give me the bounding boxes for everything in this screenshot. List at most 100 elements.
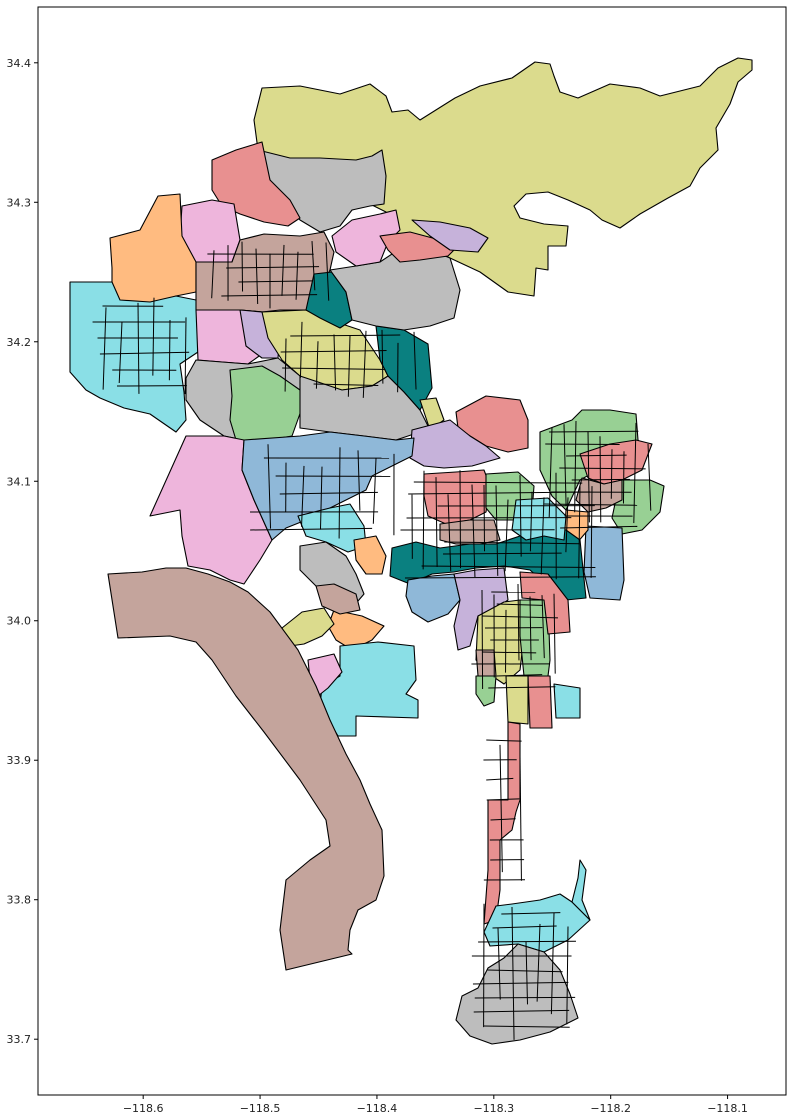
district-boundary [511, 907, 515, 1040]
district-boundaries [92, 241, 652, 1040]
district-boundary [504, 499, 509, 572]
region-hollywood-red [423, 469, 491, 525]
region-venice-brown [315, 583, 361, 615]
district-boundary [471, 484, 476, 578]
district-boundary [472, 981, 569, 985]
district-boundary [250, 527, 373, 531]
district-boundary [413, 481, 583, 484]
district-boundary [590, 486, 593, 578]
district-boundary [290, 334, 401, 337]
y-axis: 33.7 33.8 33.9 34.0 34.1 34.2 34.3 34.4 [7, 57, 38, 1046]
district-boundary [137, 302, 140, 394]
district-boundary [559, 467, 646, 470]
district-boundary [357, 450, 361, 511]
district-boundary [211, 250, 215, 299]
region-south-red [519, 571, 571, 635]
district-boundary [319, 466, 323, 530]
region-hills-purple [409, 419, 501, 469]
regions-layer [69, 57, 753, 1045]
district-boundary [540, 497, 545, 575]
y-tick-label: 33.7 [7, 1033, 32, 1046]
district-boundary [281, 244, 285, 296]
district-boundary [488, 686, 556, 689]
district-boundary [486, 777, 514, 781]
region-northeast-olive [419, 397, 445, 431]
region-northeast-purple [411, 219, 489, 253]
district-boundary [221, 294, 318, 297]
axes-frame [37, 6, 787, 1096]
district-boundary [574, 420, 577, 513]
region-northeast-gray [329, 245, 461, 331]
district-boundary [99, 351, 190, 355]
district-boundary [501, 912, 561, 915]
district-boundary [517, 583, 520, 661]
y-tick-label: 33.9 [7, 754, 32, 767]
region-westside-orange [353, 535, 387, 575]
district-boundary [362, 330, 367, 398]
district-boundary [496, 603, 543, 606]
x-tick-label: −118.6 [123, 1102, 164, 1115]
x-tick-label: −118.4 [357, 1102, 398, 1115]
region-harbor-cyan [483, 893, 591, 953]
region-south-brown [475, 649, 497, 677]
district-boundary [282, 367, 386, 370]
district-boundary [525, 941, 529, 1005]
district-boundary [443, 552, 562, 555]
region-east-brown [575, 477, 623, 513]
district-boundary [492, 925, 557, 929]
district-boundary [566, 926, 569, 1025]
district-boundary [549, 430, 639, 433]
region-far-east-green [611, 479, 665, 535]
region-watts-red [527, 675, 553, 729]
district-boundary [486, 798, 520, 801]
y-tick-label: 33.8 [7, 894, 32, 907]
district-boundary [279, 491, 378, 495]
district-boundary [544, 503, 638, 506]
x-tick-label: −118.2 [590, 1102, 631, 1115]
district-boundary [560, 525, 638, 529]
district-boundary [496, 674, 543, 677]
district-boundary [565, 497, 569, 553]
x-tick-label: −118.5 [240, 1102, 281, 1115]
y-tick-label: 34.1 [7, 475, 32, 488]
district-boundary [372, 458, 377, 524]
region-valley-green [229, 365, 303, 441]
district-boundary [487, 969, 563, 973]
district-boundary [578, 486, 581, 579]
district-boundary [413, 331, 417, 390]
district-boundary [284, 338, 287, 392]
district-boundary [553, 593, 556, 674]
district-boundary [486, 739, 522, 742]
district-boundary [610, 449, 613, 499]
district-boundary [473, 1009, 570, 1013]
district-boundary [481, 615, 558, 619]
district-boundary [152, 297, 155, 376]
region-sanpedro-gray [455, 943, 579, 1045]
district-boundary [184, 317, 187, 395]
region-south-olive-strip [505, 675, 529, 725]
district-boundary [421, 565, 596, 569]
district-boundary [481, 651, 537, 654]
district-boundary [483, 1025, 570, 1028]
district-boundary [168, 319, 171, 381]
x-tick-label: −118.1 [707, 1102, 748, 1115]
district-boundary [118, 321, 123, 384]
y-tick-label: 34.2 [7, 336, 32, 349]
district-boundary [444, 541, 580, 545]
district-boundary [497, 928, 501, 1000]
district-boundary [422, 470, 425, 570]
region-harbor-channel-cyan [571, 859, 591, 921]
district-boundary [102, 307, 107, 390]
region-south-green-small [475, 675, 497, 707]
x-axis: −118.6 −118.5 −118.4 −118.3 −118.2 −118.1 [123, 1095, 748, 1115]
district-boundary [404, 576, 596, 579]
region-coastline-brown [107, 567, 385, 971]
district-boundary [325, 242, 330, 301]
district-boundary [241, 241, 244, 292]
district-boundary [536, 923, 541, 1002]
region-southeast-cyan [553, 683, 581, 719]
district-boundary [647, 443, 652, 511]
district-boundary [313, 383, 379, 386]
district-boundary [295, 251, 299, 300]
